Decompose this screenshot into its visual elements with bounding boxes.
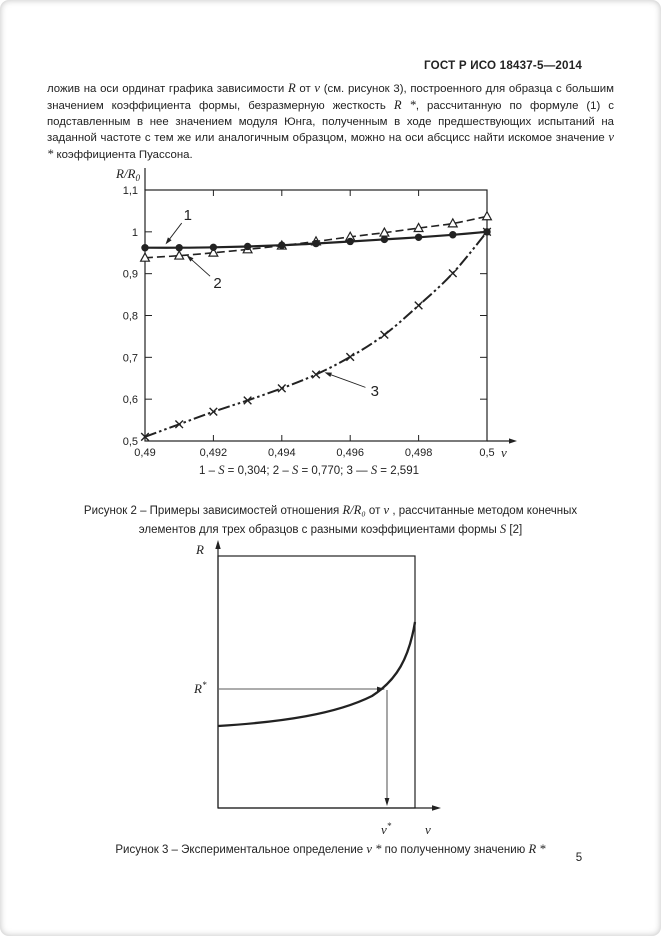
curve-label-1: 1 <box>184 207 192 224</box>
series-2-marker <box>207 246 219 257</box>
series-3-marker <box>414 301 423 310</box>
y-tick-label: 0,8 <box>123 311 138 323</box>
figure2-legend: 1 – S = 0,304; 2 – S = 0,770; 3 — S = 2,… <box>199 463 419 477</box>
series-1-marker <box>380 235 389 244</box>
series-2-marker <box>481 210 493 221</box>
curve-1-leader <box>167 222 183 242</box>
y-axis-label: R/R0 <box>115 166 141 183</box>
page-header: ГОСТ Р ИСО 18437-5—2014 <box>424 59 582 72</box>
page-number: 5 <box>575 852 583 864</box>
series-3-marker <box>380 330 389 340</box>
series-1-marker <box>449 231 457 239</box>
figure3-x-axis-label: ν <box>425 822 431 837</box>
x-tick-label: 0,496 <box>336 447 364 459</box>
figure3-response-curve <box>217 621 417 728</box>
series-2-marker <box>447 217 459 228</box>
series-3-marker <box>209 407 218 417</box>
figure3-plot-box <box>217 555 416 809</box>
figure3-y-axis-label: R <box>195 542 204 557</box>
figure2-chart: 0,49 0,492 0,494 0,496 0,498 0,5 1,1 1 0,9 0,8 0,7… <box>115 166 517 460</box>
curve-2-leader <box>189 257 211 277</box>
body-paragraph: ложив на оси ординат графика зависимости… <box>47 81 615 162</box>
series-1-marker <box>414 233 423 241</box>
series-3-marker <box>277 383 287 393</box>
figure3-diagram: R R* ν* ν <box>193 540 441 837</box>
x-tick-label: 0,5 <box>479 447 494 459</box>
y-tick-label: 0,6 <box>123 394 138 406</box>
curve-label-3: 3 <box>371 383 379 400</box>
series-3-marker <box>311 370 321 379</box>
figure3-y-axis-arrow-icon <box>215 540 221 549</box>
figure3-rstar-arrow-icon <box>377 686 385 692</box>
figure3-caption: Рисунок 3 – Экспериментальное определени… <box>115 842 546 856</box>
figure3-nustar-arrow-icon <box>384 798 390 806</box>
series-3-marker <box>345 352 355 362</box>
series-1-marker <box>483 228 491 236</box>
x-tick-label: 0,498 <box>405 447 433 459</box>
series-1-marker <box>278 241 286 249</box>
curve-3-leader-arrow-icon <box>324 372 332 377</box>
series-3-marker <box>448 268 458 278</box>
series-1-marker <box>141 244 149 252</box>
x-axis-label: ν <box>501 445 507 460</box>
series-line-3 <box>144 231 488 438</box>
series-1-marker <box>175 244 183 252</box>
x-tick-label: 0,494 <box>268 447 296 459</box>
series-3-marker <box>140 432 150 442</box>
series-1-marker <box>312 239 320 248</box>
series-2-marker <box>139 251 151 262</box>
series-3-marker <box>174 419 184 429</box>
curve-label-2: 2 <box>213 275 221 292</box>
curve-3-leader <box>328 373 366 388</box>
curve-2-leader-arrow-icon <box>186 255 194 262</box>
figure3-rstar-label: R* <box>193 680 207 696</box>
series-1-marker <box>243 242 252 251</box>
figure2-caption: Рисунок 2 – Примеры зависимостей отношен… <box>83 503 578 536</box>
x-tick-label: 0,492 <box>200 447 228 459</box>
series-2-marker <box>413 222 425 233</box>
y-tick-label: 0,5 <box>123 436 138 448</box>
y-tick-label: 0,9 <box>123 269 138 281</box>
curve-1-leader-arrow-icon <box>165 237 172 245</box>
x-tick-label: 0,49 <box>134 447 155 459</box>
series-2-marker <box>173 249 185 260</box>
y-tick-label: 1 <box>132 227 138 239</box>
x-axis-arrow-icon <box>509 438 517 444</box>
y-tick-label: 1,1 <box>123 185 138 197</box>
series-3-marker <box>243 396 252 405</box>
plot-box <box>144 189 488 442</box>
figure3-nustar-label: ν* <box>381 821 392 837</box>
series-1-marker <box>346 237 354 246</box>
figure3-x-axis-arrow-icon <box>432 805 441 811</box>
series-1-marker <box>209 243 218 252</box>
y-tick-label: 0,7 <box>123 352 138 364</box>
